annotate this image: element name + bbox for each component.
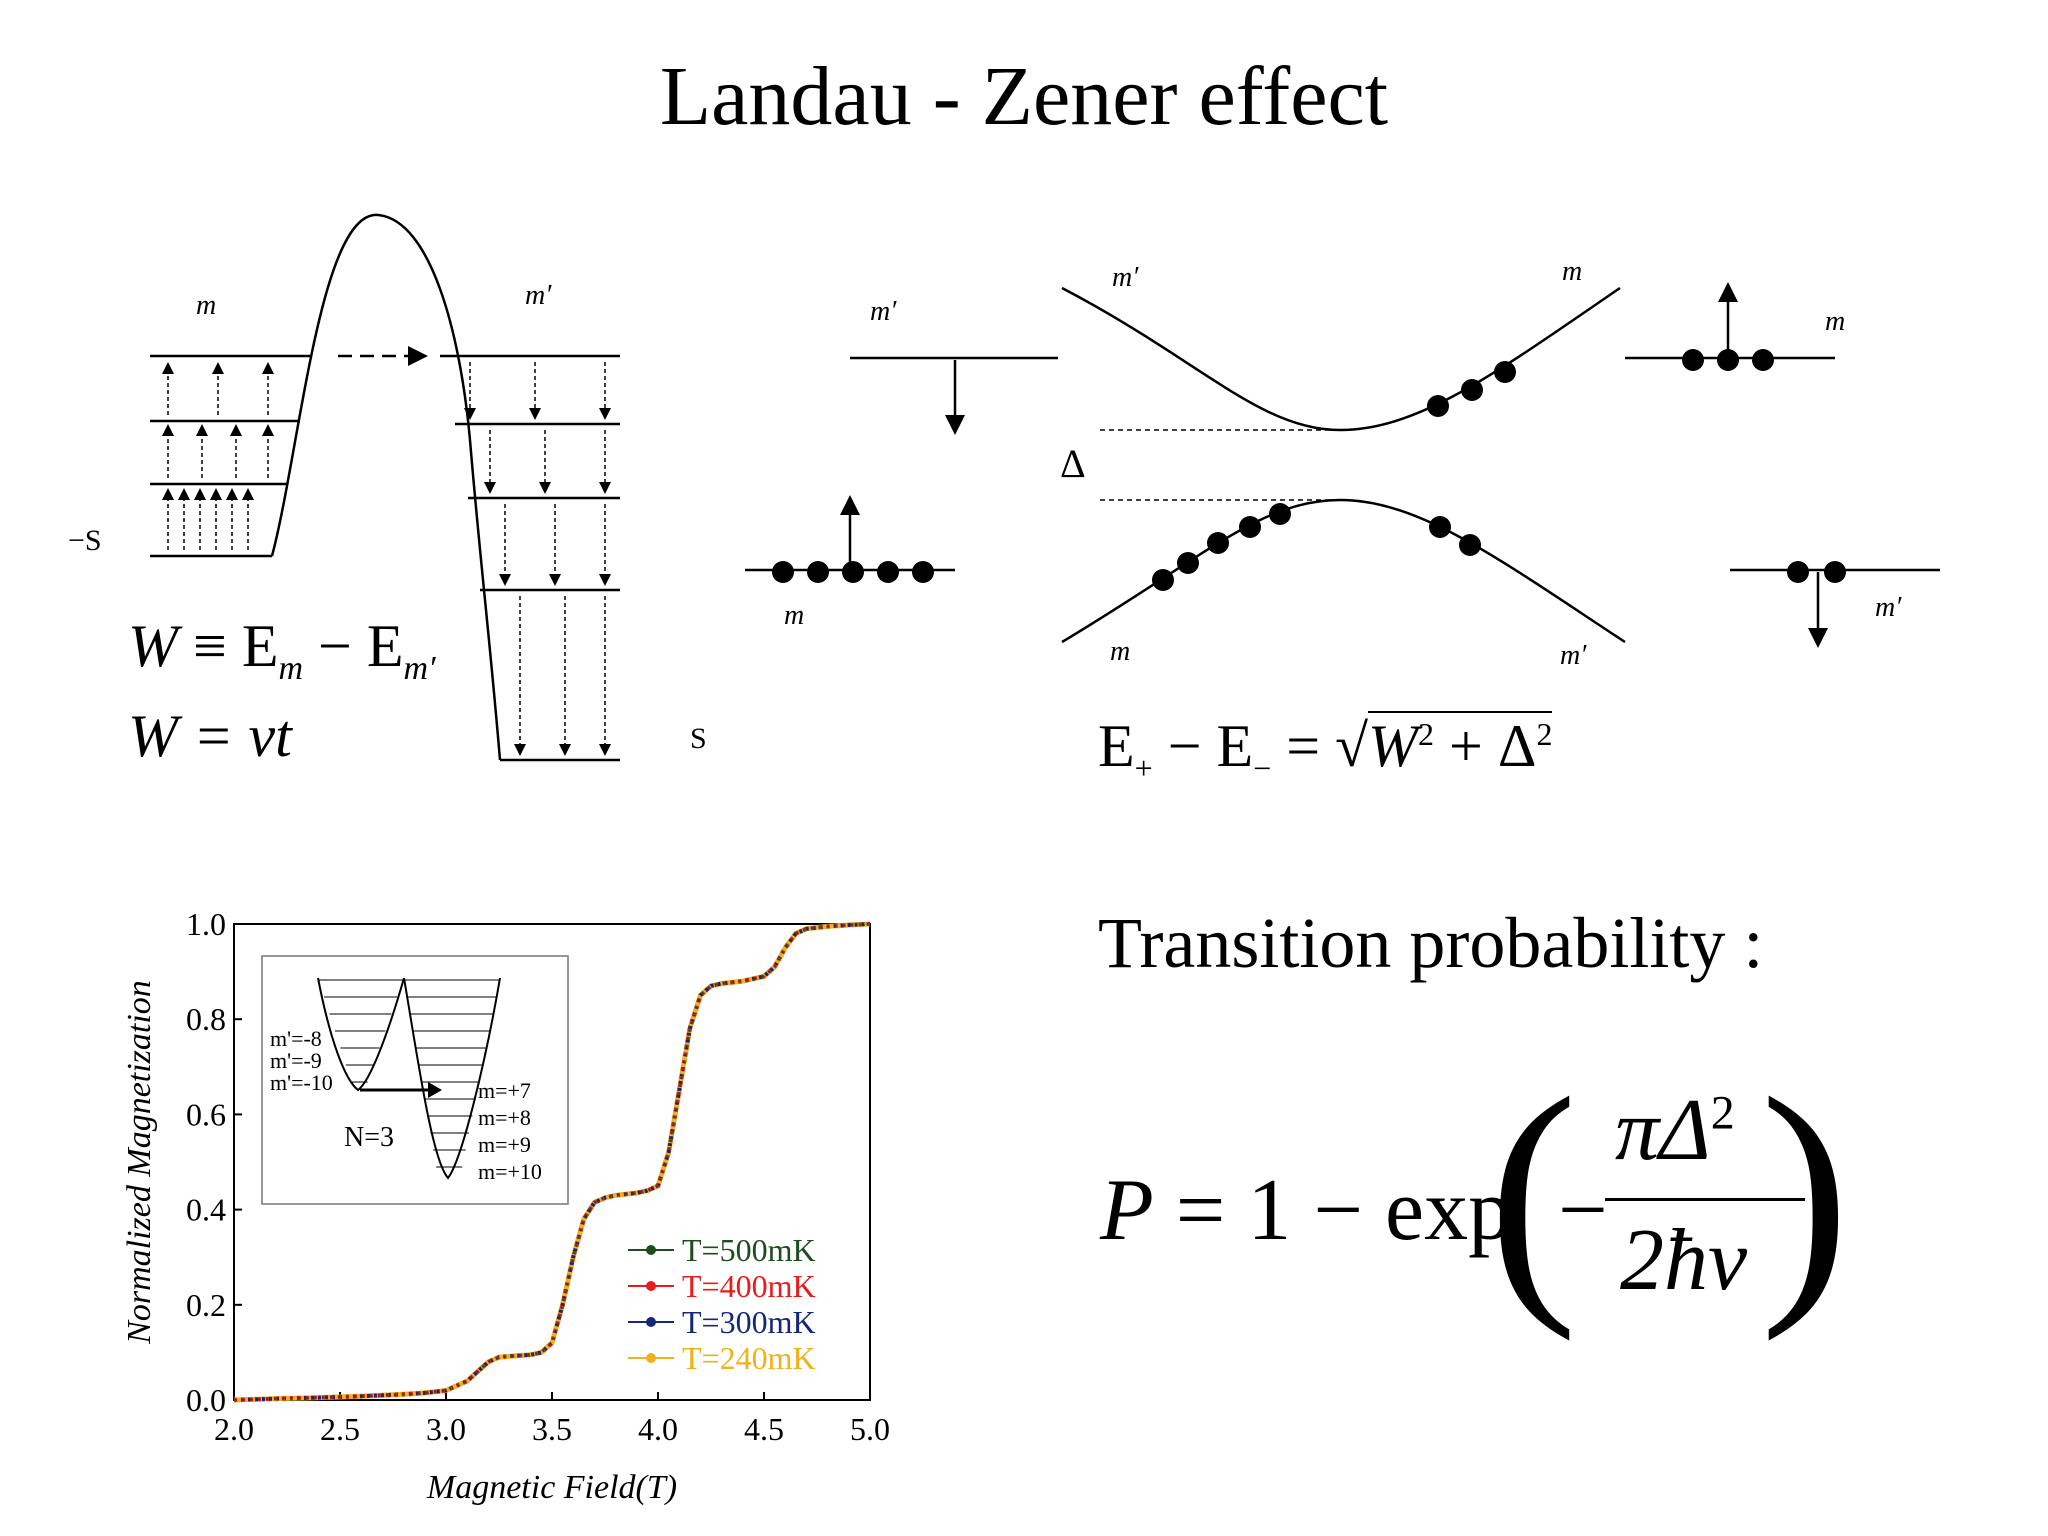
crossing-left-top-label: m′ (870, 296, 897, 327)
crossing-right-top-label: m (1825, 306, 1846, 337)
inset-right-label: m=+9 (478, 1132, 531, 1157)
page-title: Landau - Zener effect (659, 50, 1389, 143)
spin-down-arrows (464, 362, 611, 756)
sweep-equation: W = vt (128, 703, 292, 769)
legend-label: T=300mK (682, 1304, 816, 1340)
transition-heading: Transition probability : (1098, 903, 1764, 983)
energy-splitting-equation: E+ − E− = √W2 + Δ2 (1098, 711, 1553, 786)
inset-left-label: m'=-8 (270, 1026, 322, 1051)
y-tick-label: 0.8 (186, 1001, 226, 1037)
crossing-right-bottom-label: m′ (1875, 592, 1902, 623)
x-tick-label: 3.0 (426, 1411, 466, 1447)
spin-up-arrows (162, 362, 274, 550)
transition-formula: P = 1 − exp ( − πΔ2 2ħv ) (1100, 1058, 1860, 1370)
gap-delta-label: Δ (1060, 441, 1086, 486)
crossing-upper-left-label: m′ (1112, 262, 1139, 293)
inset-right-label: m=+8 (478, 1105, 531, 1130)
eq1-sub-m: m (278, 650, 304, 687)
crossing-lower-right-label: m′ (1560, 640, 1587, 671)
y-tick-label: 0.2 (186, 1287, 226, 1323)
level-spin-arrows (840, 282, 1828, 648)
y-axis-label: Normalized Magnetization (121, 980, 158, 1345)
legend-label: T=240mK (682, 1340, 816, 1376)
inset-n-label: N=3 (344, 1122, 394, 1153)
series-line-400mk (233, 922, 871, 1402)
y-tick-label: 0.0 (186, 1382, 226, 1418)
energy-difference-equation: W ≡ Em − Em′ (128, 613, 436, 687)
inset-right-well (403, 977, 501, 1180)
x-tick-label: 5.0 (850, 1411, 890, 1447)
inset-left-label: m'=-9 (270, 1048, 322, 1073)
formula-denominator: 2ħv (1620, 1212, 1748, 1309)
inset-box (261, 955, 569, 1205)
particle-dots (772, 349, 1846, 591)
inset-right-label: m=+10 (478, 1159, 542, 1184)
inset-left-well (317, 977, 405, 1092)
inset-arrowhead (428, 1082, 442, 1098)
well-right-end: S (690, 722, 707, 755)
x-tick-label: 2.5 (320, 1411, 360, 1447)
legend-marker (646, 1281, 656, 1291)
x-axis-label: Magnetic Field(T) (426, 1469, 677, 1506)
crossing-upper-right-label: m (1562, 256, 1583, 287)
series-line-300mk (233, 922, 871, 1402)
fraction-bar (1605, 1198, 1805, 1201)
y-tick-label: 1.0 (186, 906, 226, 942)
legend-label: T=500mK (682, 1232, 816, 1268)
well-left-end: −S (68, 524, 102, 557)
x-tick-label: 4.5 (744, 1411, 784, 1447)
y-tick-label: 0.4 (186, 1192, 226, 1228)
paren-right: ) (1760, 1043, 1850, 1342)
gap-guides (1100, 429, 1330, 501)
well-left-label: m (196, 290, 217, 321)
level-crossing-diagram (745, 286, 1940, 644)
series-line-240mk (233, 921, 871, 1403)
legend-label: T=400mK (682, 1268, 816, 1304)
x-tick-label: 3.5 (532, 1411, 572, 1447)
formula-numerator: πΔ2 (1615, 1082, 1735, 1179)
y-tick-label: 0.6 (186, 1096, 226, 1132)
formula-lhs: P = 1 − exp (1100, 1162, 1513, 1259)
crossing-lower-left-label: m (1110, 636, 1131, 667)
well-right-label: m′ (525, 280, 552, 311)
magnetization-chart: 2.0 2.5 3.0 3.5 4.0 4.5 5.0 0.0 0.2 0.4 0.6 0.8 1.0 M… (121, 906, 890, 1506)
x-tick-label: 2.0 (214, 1411, 254, 1447)
inset-right-label: m=+7 (478, 1078, 531, 1103)
legend-marker (646, 1245, 656, 1255)
paren-left: ( (1488, 1043, 1578, 1342)
eq1-sub-mprime: m′ (403, 650, 436, 687)
crossing-left-bottom-label: m (784, 600, 805, 631)
series-line-500mk (233, 923, 871, 1401)
legend-marker (646, 1317, 656, 1327)
formula-minus: − (1558, 1162, 1608, 1259)
x-tick-label: 4.0 (638, 1411, 678, 1447)
legend-marker (646, 1353, 656, 1363)
plot-frame (233, 923, 871, 1401)
inset-left-label: m'=-10 (270, 1070, 333, 1095)
